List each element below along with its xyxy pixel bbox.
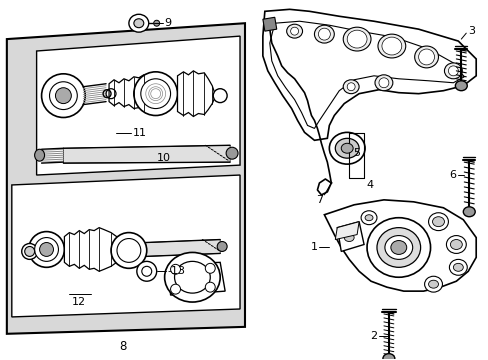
Ellipse shape xyxy=(390,240,406,255)
Ellipse shape xyxy=(360,211,376,225)
Ellipse shape xyxy=(49,82,77,109)
Text: 3: 3 xyxy=(468,26,474,36)
Ellipse shape xyxy=(21,243,38,260)
Ellipse shape xyxy=(449,239,461,249)
Ellipse shape xyxy=(447,66,457,76)
Ellipse shape xyxy=(40,243,53,256)
Ellipse shape xyxy=(217,242,226,251)
Polygon shape xyxy=(177,71,215,117)
Polygon shape xyxy=(337,222,364,251)
Ellipse shape xyxy=(452,264,462,271)
Text: 2: 2 xyxy=(369,331,376,341)
Ellipse shape xyxy=(170,264,180,274)
Ellipse shape xyxy=(205,264,215,273)
Polygon shape xyxy=(263,9,475,140)
Ellipse shape xyxy=(225,147,238,159)
Text: 10: 10 xyxy=(156,153,170,163)
Ellipse shape xyxy=(213,89,226,103)
Text: 9: 9 xyxy=(164,18,171,28)
Ellipse shape xyxy=(35,149,44,161)
Ellipse shape xyxy=(444,63,461,79)
Ellipse shape xyxy=(170,284,180,294)
Polygon shape xyxy=(109,75,168,111)
Text: -13: -13 xyxy=(167,266,185,276)
Ellipse shape xyxy=(462,207,474,217)
Polygon shape xyxy=(12,175,240,317)
Ellipse shape xyxy=(448,260,467,275)
Polygon shape xyxy=(324,200,475,291)
Ellipse shape xyxy=(314,25,334,43)
Ellipse shape xyxy=(25,247,35,256)
Ellipse shape xyxy=(205,282,215,292)
Ellipse shape xyxy=(134,19,143,28)
Ellipse shape xyxy=(454,81,467,91)
Ellipse shape xyxy=(290,27,298,35)
Ellipse shape xyxy=(137,261,156,281)
Text: 5: 5 xyxy=(353,148,360,158)
Text: 7: 7 xyxy=(315,195,322,205)
Ellipse shape xyxy=(381,37,401,55)
Ellipse shape xyxy=(384,235,412,260)
Ellipse shape xyxy=(29,231,64,267)
Ellipse shape xyxy=(142,266,151,276)
Ellipse shape xyxy=(377,34,405,58)
Polygon shape xyxy=(64,228,124,271)
Polygon shape xyxy=(7,23,244,334)
Ellipse shape xyxy=(117,239,141,262)
Ellipse shape xyxy=(35,238,59,261)
Ellipse shape xyxy=(427,280,438,288)
Ellipse shape xyxy=(335,138,358,158)
Polygon shape xyxy=(37,36,240,175)
Ellipse shape xyxy=(286,24,302,38)
Ellipse shape xyxy=(141,79,170,109)
Text: 8: 8 xyxy=(119,340,126,353)
Ellipse shape xyxy=(164,252,220,302)
Ellipse shape xyxy=(418,49,434,65)
Ellipse shape xyxy=(365,215,372,221)
Polygon shape xyxy=(63,145,230,163)
Ellipse shape xyxy=(41,74,85,117)
Text: 1: 1 xyxy=(310,243,317,252)
Ellipse shape xyxy=(446,235,466,253)
Ellipse shape xyxy=(378,78,388,88)
Polygon shape xyxy=(269,21,463,129)
Ellipse shape xyxy=(318,28,330,40)
Ellipse shape xyxy=(346,30,366,48)
Polygon shape xyxy=(145,239,220,256)
Polygon shape xyxy=(335,222,358,239)
Text: 4: 4 xyxy=(366,180,372,190)
Polygon shape xyxy=(168,262,224,295)
Ellipse shape xyxy=(376,228,420,267)
Ellipse shape xyxy=(414,46,438,68)
Text: 12: 12 xyxy=(71,297,85,307)
Text: 6: 6 xyxy=(448,170,455,180)
Ellipse shape xyxy=(55,88,71,104)
Ellipse shape xyxy=(153,20,160,26)
Ellipse shape xyxy=(427,213,447,231)
Ellipse shape xyxy=(340,230,357,246)
Ellipse shape xyxy=(111,233,146,268)
Ellipse shape xyxy=(129,14,148,32)
Ellipse shape xyxy=(343,80,358,94)
Ellipse shape xyxy=(346,83,354,91)
Ellipse shape xyxy=(374,75,392,91)
Ellipse shape xyxy=(174,261,210,293)
Polygon shape xyxy=(263,17,276,31)
Text: 11: 11 xyxy=(133,129,146,138)
Ellipse shape xyxy=(328,132,365,164)
Ellipse shape xyxy=(341,143,352,153)
Ellipse shape xyxy=(382,354,394,360)
Ellipse shape xyxy=(432,217,444,227)
Ellipse shape xyxy=(366,218,429,277)
Ellipse shape xyxy=(424,276,442,292)
Ellipse shape xyxy=(343,27,370,51)
Ellipse shape xyxy=(344,234,353,242)
Ellipse shape xyxy=(134,72,177,116)
